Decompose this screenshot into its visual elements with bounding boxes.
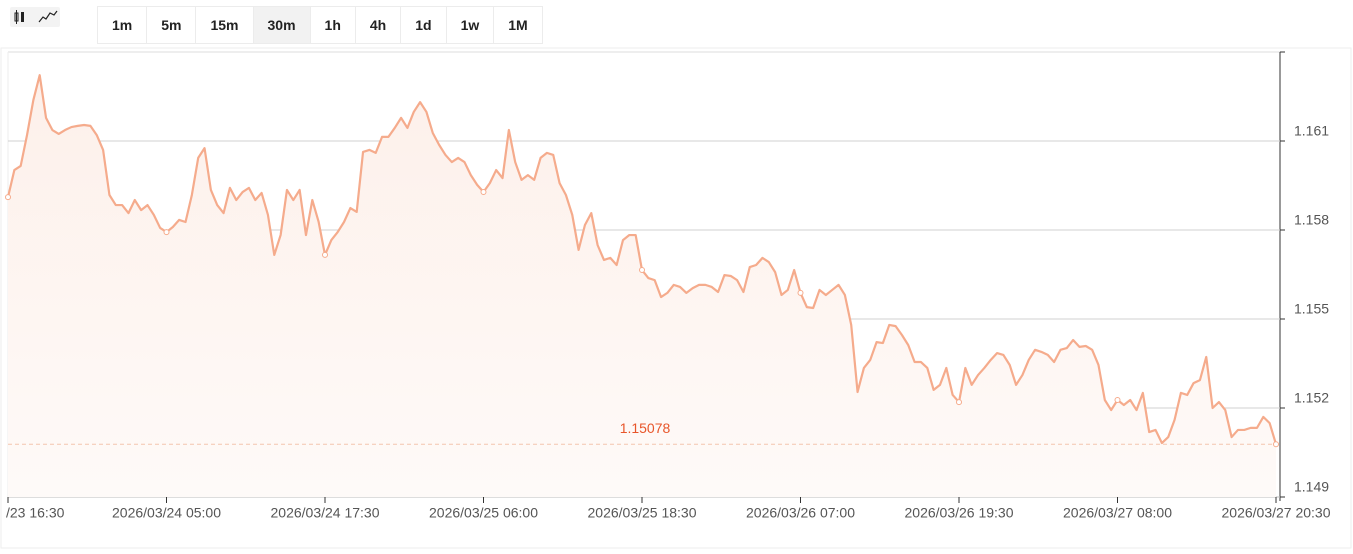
x-tick-label: 2026/03/27 08:00 xyxy=(1063,505,1172,521)
x-tick-label: /23 16:30 xyxy=(6,505,65,521)
interval-button[interactable]: 30m xyxy=(253,7,311,43)
interval-button[interactable]: 15m xyxy=(196,7,254,43)
x-tick-label: 2026/03/25 06:00 xyxy=(429,505,538,521)
interval-toolbar: 1m 5m 15m 30m 1h 4h 1d 1w 1M xyxy=(97,6,543,44)
point-marker xyxy=(480,189,487,196)
point-marker xyxy=(322,251,328,258)
x-tick-label: 2026/03/24 05:00 xyxy=(112,505,221,521)
interval-button[interactable]: 1d xyxy=(401,7,447,43)
interval-button[interactable]: 5m xyxy=(147,7,197,43)
point-marker xyxy=(5,194,11,201)
point-marker xyxy=(163,229,170,236)
interval-button[interactable]: 1M xyxy=(508,17,528,33)
chart-style-icons[interactable] xyxy=(10,7,60,27)
point-marker xyxy=(1273,441,1279,448)
point-marker xyxy=(639,267,645,274)
y-tick-label: 1.149 xyxy=(1294,479,1329,495)
point-marker xyxy=(956,399,962,406)
candle-icon xyxy=(21,12,24,22)
interval-button[interactable]: 1h xyxy=(311,7,356,43)
point-marker xyxy=(1114,396,1121,403)
x-tick-label: 2026/03/25 18:30 xyxy=(588,505,697,521)
interval-button[interactable]: 4h xyxy=(356,7,402,43)
x-tick-label: 2026/03/26 07:00 xyxy=(746,505,855,521)
interval-button[interactable]: 1w xyxy=(447,7,495,43)
y-tick-label: 1.155 xyxy=(1294,301,1329,317)
point-marker xyxy=(797,289,804,296)
x-tick-label: 2026/03/24 17:30 xyxy=(271,505,380,521)
area-fill xyxy=(8,75,1276,497)
interval-button[interactable]: 1m xyxy=(98,7,148,43)
line-icon xyxy=(38,10,58,23)
chart-frame xyxy=(0,47,1352,549)
y-tick-label: 1.158 xyxy=(1294,212,1329,228)
x-tick-label: 2026/03/27 20:30 xyxy=(1222,505,1331,521)
reference-label: 1.15078 xyxy=(620,420,671,436)
x-tick-label: 2026/03/26 19:30 xyxy=(905,505,1014,521)
y-tick-label: 1.152 xyxy=(1294,390,1329,406)
y-tick-label: 1.161 xyxy=(1294,123,1329,139)
icon-set xyxy=(14,10,58,24)
